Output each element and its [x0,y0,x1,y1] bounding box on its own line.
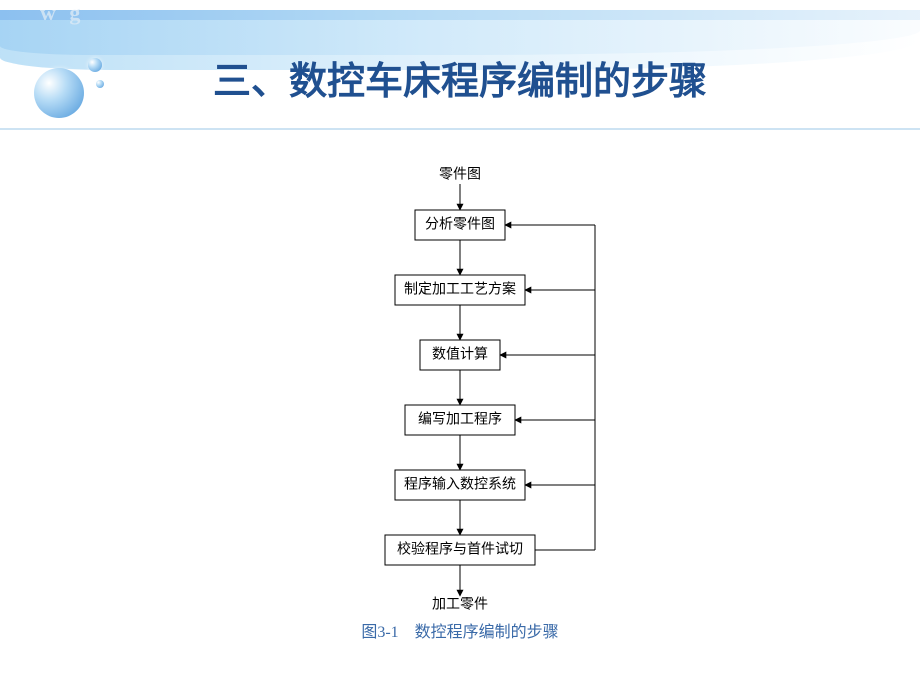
flow-label-n1: 分析零件图 [425,217,495,233]
watermark-text: w g [40,0,84,26]
flow-label-n4: 编写加工程序 [418,412,502,428]
flowchart: 零件图分析零件图制定加工工艺方案数值计算编写加工程序程序输入数控系统校验程序与首… [0,160,920,640]
page-title: 三、数控车床程序编制的步骤 [0,50,920,105]
figure-caption: 图3-1 数控程序编制的步骤 [0,618,920,642]
flow-label-n5: 程序输入数控系统 [404,477,516,493]
flow-label-n3: 数值计算 [432,347,488,363]
flow-label-end: 加工零件 [432,597,488,613]
flow-label-n6: 校验程序与首件试切 [397,541,523,558]
flow-label-start: 零件图 [439,167,481,183]
flow-label-n2: 制定加工工艺方案 [404,281,516,298]
header-divider [0,128,920,130]
